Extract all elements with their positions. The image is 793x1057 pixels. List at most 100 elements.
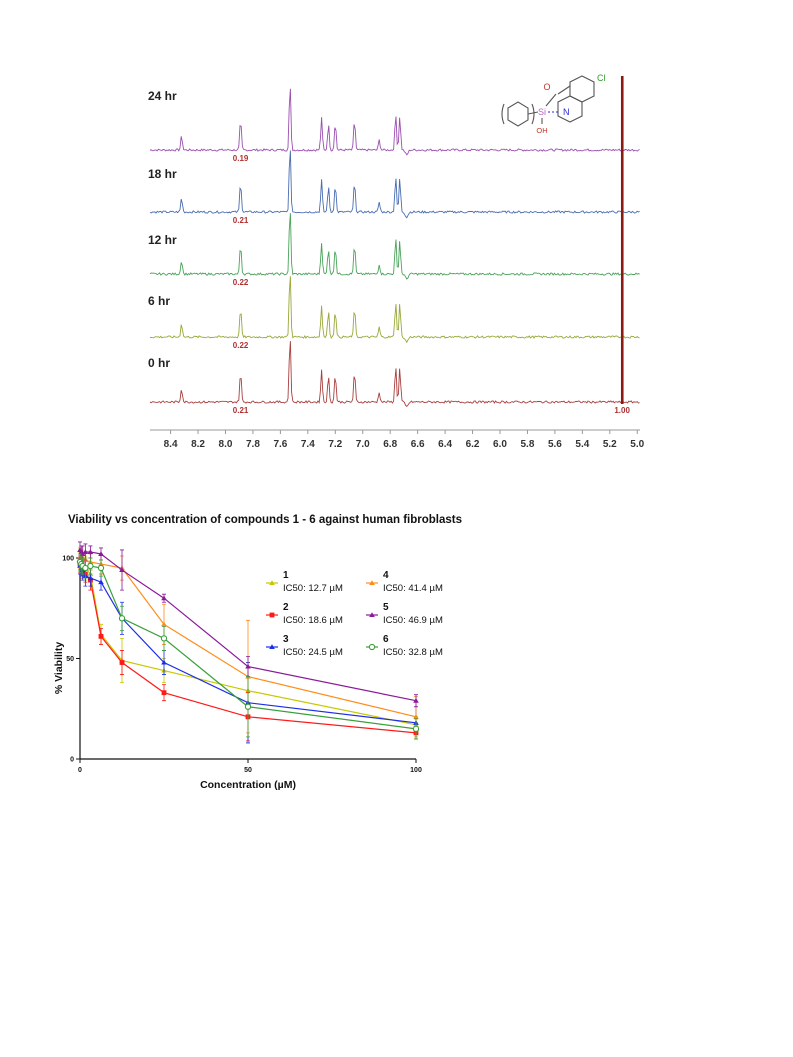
nmr-integral-label: 0.19 <box>233 154 249 163</box>
legend-series-name: 3 <box>283 634 289 645</box>
legend-ic50-value: IC50: 18.6 µM <box>283 615 343 626</box>
viability-data-point <box>82 549 89 554</box>
viability-y-tick-label: 0 <box>70 757 74 764</box>
nmr-tick-label: 8.2 <box>191 439 205 450</box>
nmr-reference-integral: 1.00 <box>614 406 630 415</box>
nmr-trace-6hr <box>149 276 640 344</box>
structure-label-oh: OH <box>536 126 547 135</box>
nmr-tick-label: 5.4 <box>575 439 589 450</box>
nmr-reference-peak <box>620 76 624 404</box>
legend-series-name: 6 <box>383 634 389 645</box>
nmr-tick-label: 8.4 <box>164 439 178 450</box>
structure-bonds <box>527 85 571 115</box>
viability-x-axis-label: Concentration (µM) <box>200 779 296 791</box>
viability-x-tick-label: 50 <box>244 767 252 774</box>
viability-chart-title: Viability vs concentration of compounds … <box>68 514 462 526</box>
legend-swatch-marker <box>269 644 275 649</box>
nmr-spectra-stack: 24 hr 0.19 18 hr 0.21 12 hr 0.22 6 hr 0.22 0 hr 0… <box>148 76 640 415</box>
nmr-figure: 24 hr 0.19 18 hr 0.21 12 hr 0.22 6 hr 0.22 0 hr 0… <box>148 73 645 450</box>
legend-series-name: 2 <box>283 602 289 613</box>
viability-y-tick-label: 100 <box>62 556 74 563</box>
viability-data-point <box>413 713 419 719</box>
viability-data-point <box>98 633 104 639</box>
viability-figure: Viability vs concentration of compounds … <box>53 514 462 791</box>
viability-data-point <box>160 635 168 642</box>
legend-ic50-value: IC50: 24.5 µM <box>283 647 343 658</box>
nmr-trace-12hr <box>149 213 640 280</box>
viability-data-point <box>98 579 104 585</box>
nmr-trace-label: 12 hr <box>148 233 177 247</box>
structure-quinoline-ring-b <box>557 95 583 123</box>
legend-swatch-marker <box>368 643 376 651</box>
viability-data-point <box>87 562 94 570</box>
nmr-trace-label: 18 hr <box>148 167 177 181</box>
nmr-trace-label: 24 hr <box>148 89 177 103</box>
nmr-trace-24hr <box>149 88 640 156</box>
nmr-tick-label: 5.0 <box>630 439 644 450</box>
structure-chain-brackets <box>501 103 535 125</box>
inset-structure-diagram: O Cl Si N OH <box>501 73 606 135</box>
nmr-tick-label: 7.4 <box>301 439 315 450</box>
viability-data-point <box>245 663 251 669</box>
viability-data-point <box>87 575 94 581</box>
viability-data-point <box>244 703 252 710</box>
nmr-integral-label: 0.21 <box>233 406 249 415</box>
viability-data-point <box>98 551 104 556</box>
nmr-trace-label: 6 hr <box>148 294 170 308</box>
nmr-tick-label: 5.8 <box>520 439 534 450</box>
legend-ic50-value: IC50: 46.9 µM <box>383 615 443 626</box>
viability-data-point <box>87 549 94 554</box>
viability-x-tick-label: 0 <box>78 767 82 774</box>
legend-swatch-marker <box>269 612 275 618</box>
viability-y-axis-label: % Viability <box>53 642 65 694</box>
viability-y-tick-label: 50 <box>66 656 74 663</box>
viability-data-point <box>161 690 167 696</box>
structure-phenyl-ring <box>507 101 529 127</box>
nmr-trace-label: 0 hr <box>148 356 170 370</box>
viability-legend: 1 IC50: 12.7 µM 4 IC50: 41.4 µM 2 IC50: 18.6 … <box>266 570 443 658</box>
viability-data-point <box>118 615 126 622</box>
structure-label-cl: Cl <box>597 73 606 83</box>
nmr-tick-label: 7.2 <box>328 439 342 450</box>
viability-data-point <box>119 567 125 573</box>
structure-label-o: O <box>543 82 550 92</box>
legend-series-name: 1 <box>283 570 289 581</box>
viability-data-point <box>161 595 167 601</box>
legend-ic50-value: IC50: 41.4 µM <box>383 583 443 594</box>
nmr-trace-18hr <box>149 150 640 219</box>
legend-series-name: 5 <box>383 602 389 613</box>
viability-data-point <box>119 660 125 665</box>
nmr-tick-label: 6.6 <box>411 439 425 450</box>
structure-label-n: N <box>563 107 570 117</box>
nmr-tick-label: 7.8 <box>246 439 260 450</box>
nmr-tick-label: 6.8 <box>383 439 397 450</box>
viability-data-point <box>412 725 420 732</box>
viability-data-point <box>97 564 105 572</box>
nmr-integral-label: 0.21 <box>233 216 249 225</box>
legend-ic50-value: IC50: 32.8 µM <box>383 647 443 658</box>
viability-data-point <box>161 621 167 627</box>
nmr-tick-label: 6.0 <box>493 439 507 450</box>
nmr-tick-label: 7.0 <box>356 439 370 450</box>
viability-data-point <box>79 551 86 556</box>
nmr-tick-label: 5.2 <box>603 439 617 450</box>
viability-data-point <box>413 697 419 703</box>
legend-swatch-marker <box>369 580 375 585</box>
viability-x-tick-label: 100 <box>410 767 422 774</box>
viability-data-point <box>82 564 89 572</box>
viability-axes: 0 50 100 0 50 100 <box>62 550 422 774</box>
nmr-tick-label: 5.6 <box>548 439 562 450</box>
nmr-tick-label: 7.6 <box>273 439 287 450</box>
viability-plot-area <box>76 541 420 744</box>
structure-label-si: Si <box>538 107 546 117</box>
nmr-tick-label: 8.0 <box>219 439 233 450</box>
legend-ic50-value: IC50: 12.7 µM <box>283 583 343 594</box>
nmr-integral-label: 0.22 <box>233 278 249 287</box>
nmr-integral-label: 0.22 <box>233 341 249 350</box>
legend-series-name: 4 <box>383 570 389 581</box>
nmr-tick-label: 6.4 <box>438 439 452 450</box>
nmr-trace-0hr <box>149 341 640 408</box>
nmr-tick-label: 6.2 <box>466 439 480 450</box>
legend-swatch-marker <box>269 580 275 585</box>
nmr-x-axis: 8.4 8.2 8.0 7.8 7.6 7.4 7.2 7.0 6.8 6.6 6.4 6.2 6.0 5… <box>150 429 645 450</box>
